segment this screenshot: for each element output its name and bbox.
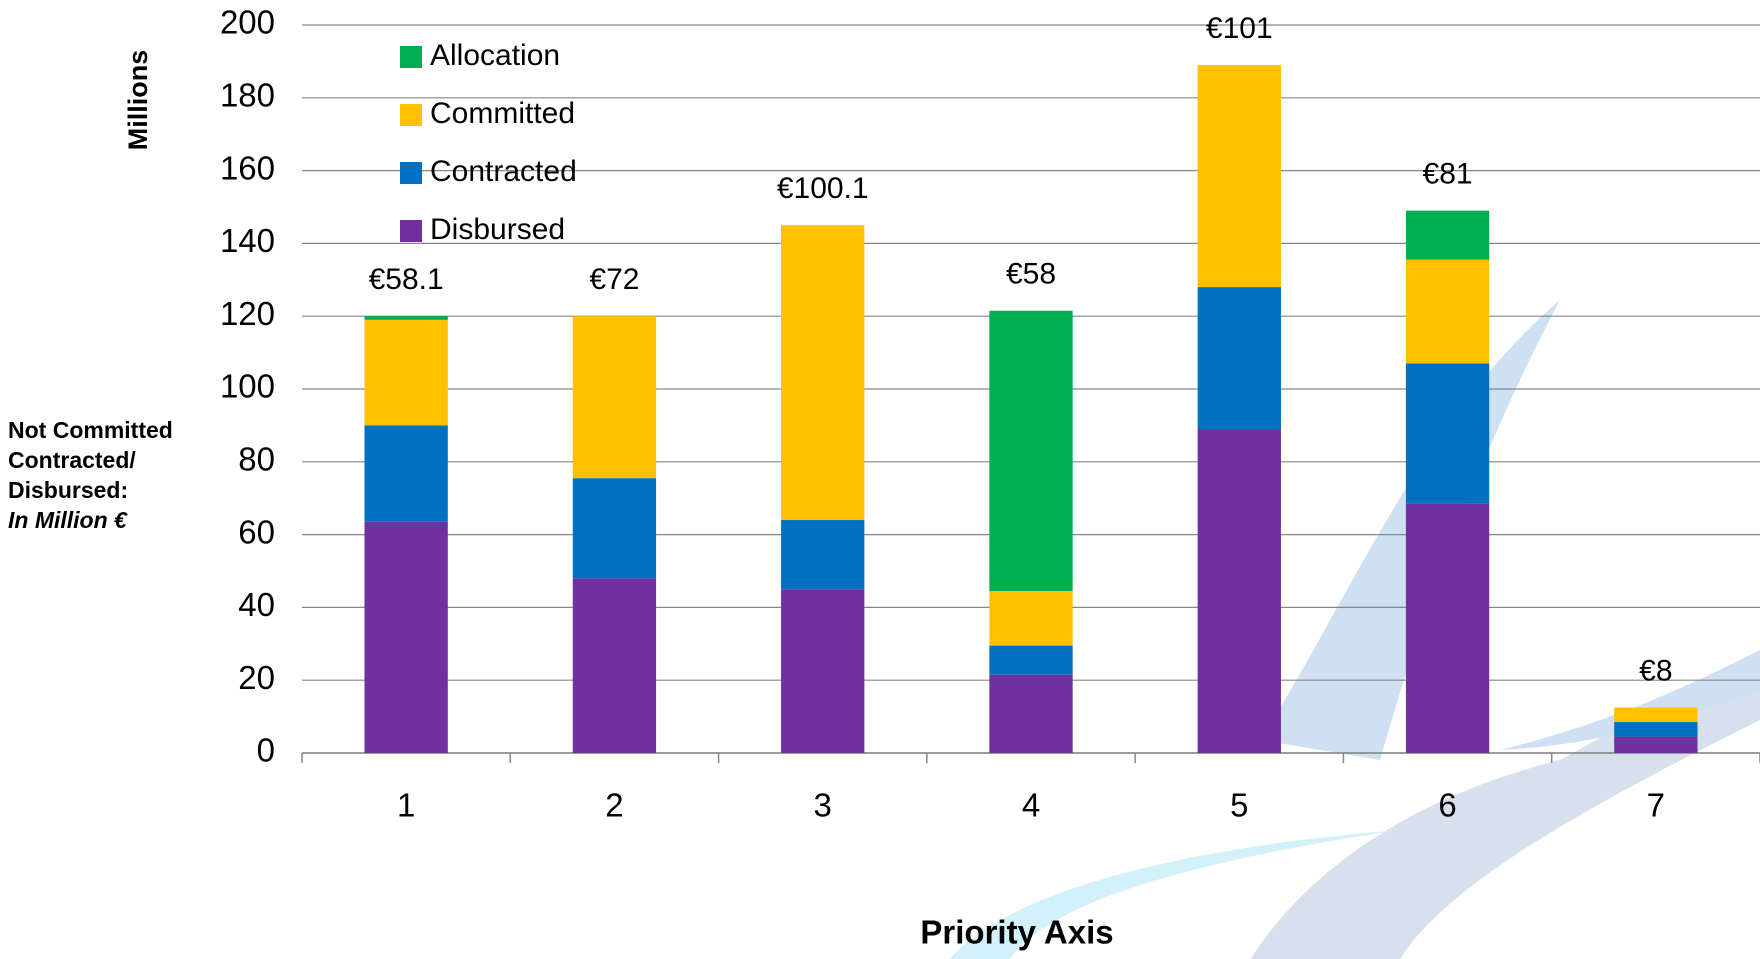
y-tick-label: 20 [238, 659, 275, 696]
bar-segment [989, 591, 1073, 646]
bar-segment [989, 310, 1073, 592]
side-note-wrap: Not Committed Contracted/ Disbursed: In … [8, 415, 178, 535]
bar-segment [1405, 503, 1490, 753]
legend-swatch [400, 220, 422, 242]
bar-segment [1614, 722, 1698, 737]
bar-segment [572, 316, 657, 479]
bar-segment [1197, 287, 1281, 430]
bar-segment [1197, 429, 1281, 753]
legend-swatch [400, 104, 422, 126]
bar-segment [364, 425, 448, 522]
y-tick-label: 180 [220, 77, 275, 114]
bar-segment [1614, 707, 1698, 723]
x-tick-label: 6 [1438, 787, 1456, 824]
bar-label: €8 [1639, 654, 1672, 687]
bar-label: €72 [589, 263, 639, 296]
y-tick-label: 80 [238, 441, 275, 478]
x-tick-label: 3 [814, 787, 832, 824]
legend-label: Allocation [430, 39, 560, 72]
y-tick-label: 120 [220, 295, 275, 332]
legend-label: Disbursed [430, 213, 565, 246]
bar-label: €100.1 [777, 172, 869, 205]
bar-segment [364, 316, 448, 320]
x-tick-label: 2 [605, 787, 623, 824]
side-note-box: Not Committed Contracted/ Disbursed: In … [8, 415, 178, 535]
bar-segment [1197, 65, 1281, 288]
bar-segment [1405, 259, 1490, 364]
x-axis-label: Priority Axis [920, 914, 1113, 951]
y-axis-label: Millions [123, 50, 153, 151]
bar-segment [1614, 736, 1698, 753]
bar-segment [572, 578, 657, 753]
bar-label: €101 [1206, 12, 1273, 45]
side-note-italic: In Million € [8, 507, 127, 533]
x-tick-label: 5 [1230, 787, 1248, 824]
bar-segment [364, 319, 448, 426]
bar-segment [1405, 363, 1490, 504]
bar-label: €81 [1423, 158, 1473, 191]
y-tick-label: 40 [238, 586, 275, 623]
legend-label: Contracted [430, 155, 577, 188]
bar-label: €58.1 [369, 263, 444, 296]
bar-segment [781, 520, 865, 590]
y-tick-label: 200 [220, 4, 275, 41]
bar-segment [989, 645, 1073, 675]
x-tick-label: 4 [1022, 787, 1040, 824]
y-tick-label: 140 [220, 222, 275, 259]
bar-label: €58 [1006, 258, 1056, 291]
bar-segment [989, 674, 1073, 753]
y-tick-label: 60 [238, 513, 275, 550]
x-tick-label: 1 [397, 787, 415, 824]
bar-segment [1405, 210, 1490, 260]
bar-segment [781, 225, 865, 521]
bar-segment [364, 521, 448, 753]
bar-segment [572, 478, 657, 579]
legend-swatch [400, 46, 422, 68]
legend-swatch [400, 162, 422, 184]
side-note: Not Committed Contracted/ Disbursed: [8, 417, 173, 503]
y-tick-label: 100 [220, 368, 275, 405]
legend-label: Committed [430, 97, 575, 130]
x-tick-label: 7 [1647, 787, 1665, 824]
y-tick-label: 0 [257, 732, 275, 769]
bar-segment [781, 589, 865, 753]
y-tick-label: 160 [220, 149, 275, 186]
